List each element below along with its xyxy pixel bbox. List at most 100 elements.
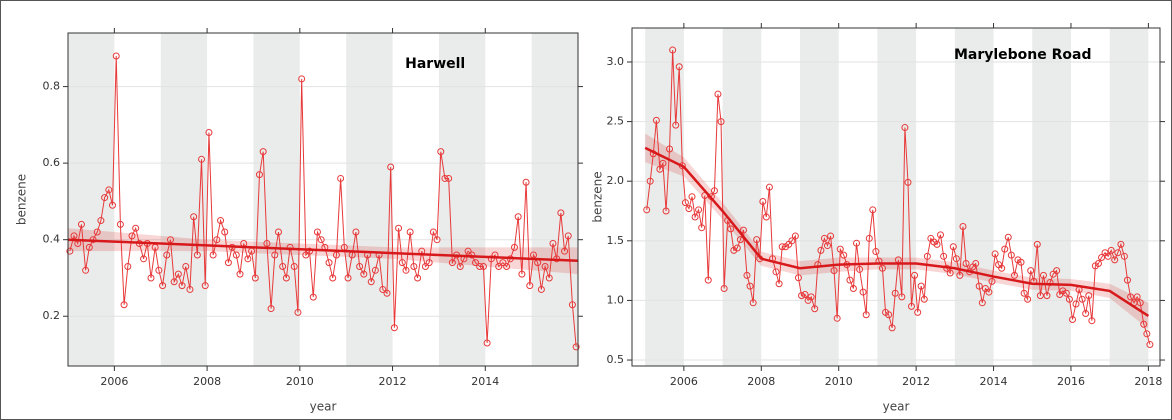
- data-point: [675, 63, 683, 71]
- data-point: [1117, 240, 1125, 248]
- data-point: [681, 199, 689, 207]
- data-point: [1049, 270, 1057, 278]
- x-tick-label: 2012: [379, 375, 407, 388]
- data-point: [217, 217, 225, 225]
- trend-line: [67, 238, 579, 262]
- data-point: [1039, 271, 1047, 279]
- data-point: [352, 228, 360, 236]
- data-point: [109, 201, 117, 209]
- x-tick-label: 2010: [286, 375, 314, 388]
- data-point: [510, 243, 518, 251]
- data-point: [949, 243, 957, 251]
- data-point: [772, 268, 780, 276]
- data-point: [251, 274, 259, 282]
- data-point: [1062, 289, 1070, 297]
- data-point: [159, 282, 167, 290]
- data-point: [1020, 289, 1028, 297]
- data-point: [526, 282, 534, 290]
- data-point: [791, 232, 799, 240]
- data-point: [946, 269, 954, 277]
- x-tick-label: 2006: [670, 375, 698, 388]
- data-point: [710, 187, 718, 195]
- data-point: [798, 292, 806, 300]
- data-point: [1036, 292, 1044, 300]
- data-point: [753, 236, 761, 244]
- data-point: [317, 236, 325, 244]
- data-point: [972, 259, 980, 267]
- data-point: [441, 174, 449, 182]
- data-point: [862, 311, 870, 319]
- data-point: [294, 308, 302, 316]
- data-point: [901, 124, 909, 132]
- data-point: [329, 274, 337, 282]
- x-tick-label: 2006: [100, 375, 128, 388]
- data-point: [116, 220, 124, 228]
- data-point: [688, 193, 696, 201]
- data-point: [201, 282, 209, 290]
- data-point: [1123, 276, 1131, 284]
- data-point: [907, 302, 915, 310]
- data-point: [541, 262, 549, 270]
- x-tick-label: 2008: [747, 375, 775, 388]
- data-point: [360, 270, 368, 278]
- data-point: [263, 240, 271, 248]
- data-point: [244, 255, 252, 263]
- x-tick-label: 2014: [471, 375, 499, 388]
- data-point: [390, 324, 398, 332]
- data-point: [182, 262, 190, 270]
- data-point: [105, 186, 113, 194]
- data-point: [425, 259, 433, 267]
- data-point: [1046, 279, 1054, 287]
- data-point: [730, 246, 738, 254]
- data-point: [282, 274, 290, 282]
- data-point: [236, 270, 244, 278]
- data-point: [988, 277, 996, 285]
- y-tick-label: 0.8: [43, 80, 61, 93]
- data-point: [568, 301, 576, 309]
- data-point: [998, 264, 1006, 272]
- data-point: [765, 183, 773, 191]
- data-point: [456, 262, 464, 270]
- data-point: [255, 171, 263, 179]
- data-point: [421, 262, 429, 270]
- x-axis-label: year: [883, 400, 910, 414]
- data-point: [940, 252, 948, 260]
- data-point: [398, 259, 406, 267]
- data-point: [695, 206, 703, 214]
- data-point: [743, 271, 751, 279]
- data-point: [669, 46, 677, 54]
- data-point: [762, 213, 770, 221]
- y-tick-label: 3.0: [607, 55, 625, 68]
- data-point: [891, 289, 899, 297]
- data-point: [209, 251, 217, 259]
- data-point: [811, 305, 819, 313]
- data-point: [383, 289, 391, 297]
- series-line: [646, 50, 1151, 345]
- data-point: [807, 293, 815, 301]
- data-point: [1136, 299, 1144, 307]
- data-point: [66, 247, 74, 255]
- data-point: [483, 339, 491, 347]
- data-point: [885, 311, 893, 319]
- y-axis-label: benzene: [15, 174, 29, 225]
- y-tick-label: 1.0: [607, 293, 625, 306]
- year-band: [800, 28, 839, 366]
- data-point: [746, 282, 754, 290]
- data-point: [518, 270, 526, 278]
- data-point: [124, 262, 132, 270]
- data-point: [128, 232, 136, 240]
- data-point: [557, 209, 565, 217]
- data-point: [487, 255, 495, 263]
- data-point: [193, 251, 201, 259]
- data-point: [733, 244, 741, 252]
- data-point: [672, 121, 680, 129]
- data-point: [1085, 292, 1093, 300]
- x-tick-label: 2008: [193, 375, 221, 388]
- data-point: [853, 239, 861, 247]
- data-point: [985, 288, 993, 296]
- data-point: [872, 248, 880, 256]
- data-point: [232, 251, 240, 259]
- year-band: [645, 28, 684, 366]
- data-point: [186, 285, 194, 293]
